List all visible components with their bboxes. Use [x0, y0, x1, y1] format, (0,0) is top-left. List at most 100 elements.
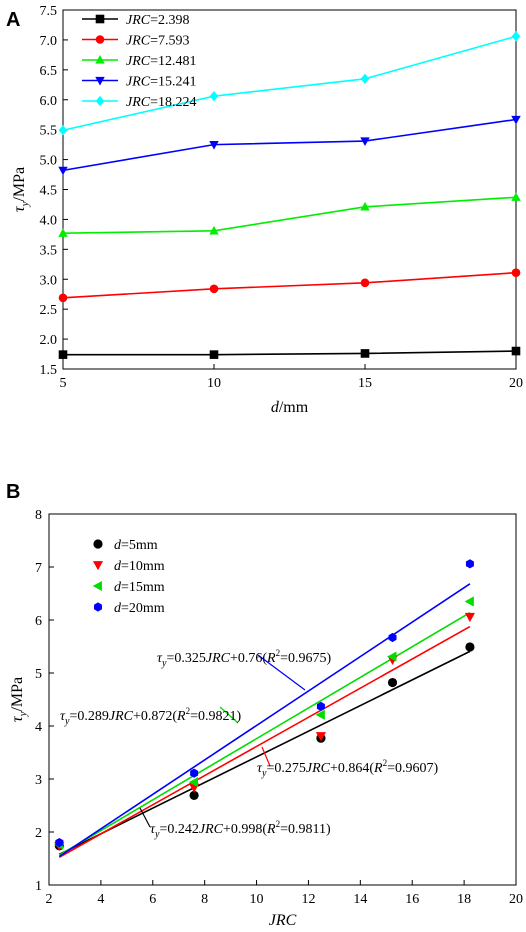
equation-r-superscript: 2 [276, 648, 281, 658]
y-tick-label: 5.0 [40, 154, 58, 169]
data-point [58, 350, 68, 359]
series-line [62, 118, 517, 172]
x-tick-label: 2 [46, 892, 53, 907]
equation-leader [257, 654, 306, 691]
data-point [209, 91, 219, 102]
x-tick-label: 18 [457, 892, 471, 907]
y-tick-label: 4.5 [40, 184, 58, 199]
equation-label: τy=0.242JRC+0.998(R2=0.9811) [150, 819, 331, 840]
equation-label: τy=0.289JRC+0.872(R2=0.9821) [60, 706, 242, 727]
equation-tau: τ [257, 761, 263, 776]
data-point [58, 166, 68, 176]
equation-variable: JRC [206, 651, 231, 666]
data-point [387, 677, 398, 688]
y-tick-label: 1 [35, 879, 42, 894]
y-tick-label: 7 [35, 561, 42, 576]
equation-leader [261, 746, 271, 767]
legend-value: =10mm [121, 559, 165, 574]
data-point [511, 115, 521, 125]
data-point [58, 293, 68, 303]
data-point [209, 284, 219, 294]
data-point [360, 201, 370, 211]
y-tick-label: 3.0 [40, 273, 58, 288]
equation-slope: =0.242 [159, 822, 198, 837]
x-tick-label: 20 [509, 892, 523, 907]
equation-slope: =0.289 [69, 709, 108, 724]
equation-variable: JRC [109, 709, 134, 724]
panel-b-y-label-sub: y [17, 711, 29, 717]
data-point [58, 228, 68, 237]
equation-tau: τ [60, 709, 66, 724]
equation-r2-value: =0.9821) [190, 709, 241, 724]
series-line [62, 196, 517, 234]
data-point [360, 349, 370, 358]
y-tick-label: 2 [35, 826, 42, 841]
data-point [511, 268, 521, 277]
panel-b-plot-frame [48, 513, 517, 886]
panel-a-y-label-unit: /MPa [11, 167, 28, 202]
panel-a-x-label-unit: /mm [279, 399, 309, 416]
legend-prefix: d [114, 580, 122, 595]
panel-b-equations: τy=0.242JRC+0.998(R2=0.9811)τy=0.275JRC+… [60, 648, 439, 840]
equation-intercept: +0.872( [133, 709, 177, 724]
legend-entry: JRC=12.481 [126, 54, 197, 69]
panel-b-y-axis-label: τy/MPa [9, 677, 29, 722]
y-tick-label: 2.5 [40, 303, 58, 318]
data-point [511, 346, 521, 356]
legend-value: =2.398 [150, 13, 189, 28]
panel-b-x-axis: 2 4 6 8 10 12 14 16 18 20 [46, 880, 523, 907]
equation-label: τy=0.325JRC+0.76(R2=0.9675) [157, 648, 332, 669]
data-point [315, 709, 325, 720]
legend-value: =5mm [121, 538, 158, 553]
legend-entry: d=10mm [114, 559, 165, 574]
data-point [209, 140, 219, 150]
fit-line [58, 583, 471, 858]
legend-prefix: d [114, 601, 122, 616]
y-tick-label: 4.0 [40, 213, 58, 228]
equation-slope: =0.325 [166, 651, 205, 666]
data-point [55, 838, 64, 848]
equation-tau-subscript: y [154, 829, 160, 840]
legend-marker [95, 35, 105, 44]
panel-a-series [58, 31, 521, 359]
panel-b-y-axis: 1 2 3 4 5 6 7 8 [35, 508, 54, 894]
equation-variable: JRC [199, 822, 224, 837]
legend-marker [95, 95, 105, 107]
legend-entry: d=20mm [114, 601, 165, 616]
data-point [387, 651, 397, 662]
x-tick-label: 16 [405, 892, 419, 907]
legend-prefix: JRC [126, 54, 151, 69]
equation-r: R [266, 651, 276, 666]
panel-a-chart: 1.52.02.53.03.54.04.55.05.56.06.57.07.5 … [11, 4, 523, 416]
panel-a-x-axis-label: d/mm [271, 399, 309, 416]
x-tick-label: 10 [250, 892, 264, 907]
panel-b-letter: B [6, 481, 20, 503]
panel-a-letter: A [6, 9, 20, 31]
legend-prefix: d [114, 559, 122, 574]
y-tick-label: 6.5 [40, 64, 58, 79]
legend-entry: d=5mm [114, 538, 158, 553]
panel-a-y-axis: 1.5 2.0 2.5 3.0 3.5 4.0 4.5 5.0 5.5 6.0 6.5 7.0 7.5 [40, 4, 68, 378]
data-point [315, 732, 326, 742]
data-point [209, 225, 219, 235]
equation-r: R [373, 761, 383, 776]
y-tick-label: 3.5 [40, 243, 58, 258]
panel-a-legend: JRC=2.398JRC=7.593JRC=12.481JRC=15.241JR… [82, 13, 197, 110]
x-tick-label: 20 [509, 376, 523, 391]
data-point [388, 632, 397, 643]
legend-marker [95, 55, 105, 64]
panel-a-y-label-tau: τ [11, 205, 28, 212]
legend-value: =12.481 [150, 54, 196, 69]
data-point [58, 125, 68, 136]
equation-slope: =0.275 [266, 761, 305, 776]
equation-tau-subscript: y [161, 658, 167, 669]
y-tick-label: 7.0 [40, 34, 58, 49]
equation-intercept: +0.76( [230, 651, 267, 666]
data-point [360, 73, 370, 84]
y-tick-label: 3 [35, 773, 42, 788]
equation-tau-subscript: y [64, 716, 70, 727]
legend-entry: JRC=18.224 [126, 95, 197, 110]
x-tick-label: 5 [60, 376, 67, 391]
x-tick-label: 14 [353, 892, 367, 907]
